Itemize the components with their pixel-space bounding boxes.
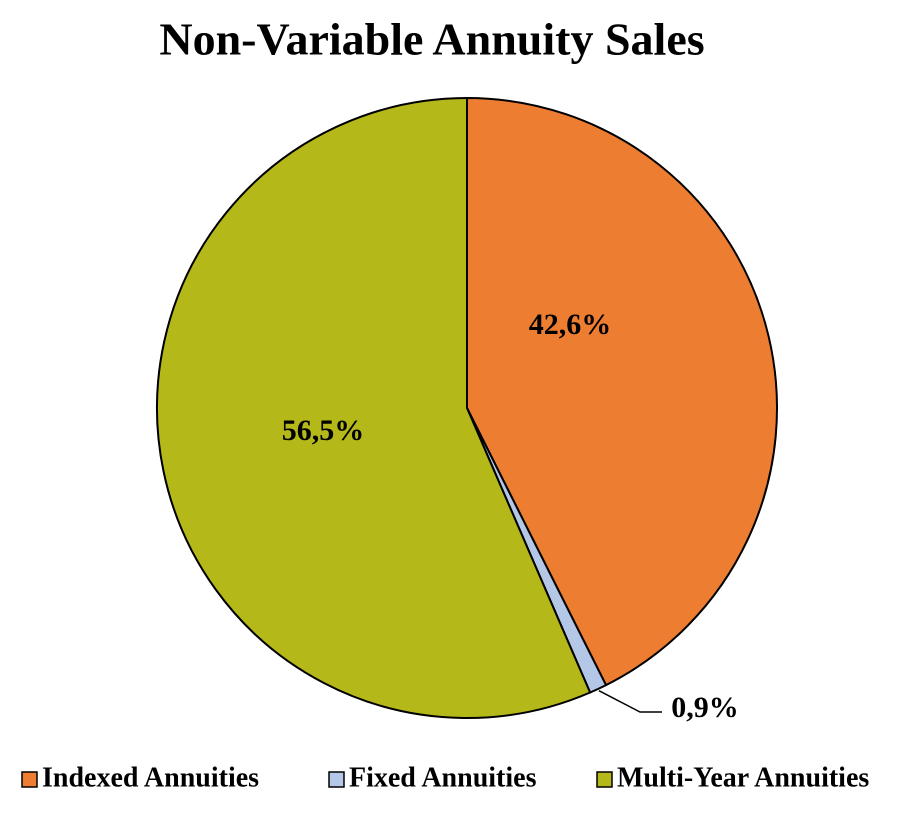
legend-swatch bbox=[328, 771, 345, 788]
data-label: 56,5% bbox=[282, 414, 365, 447]
legend-label: Fixed Annuities bbox=[349, 762, 537, 793]
chart-title: Non-Variable Annuity Sales bbox=[159, 14, 704, 65]
pie-slice bbox=[156, 96, 592, 719]
pie-slice bbox=[466, 96, 778, 687]
data-label: 42,6% bbox=[529, 308, 612, 341]
legend-swatch bbox=[21, 771, 38, 788]
data-label: 0,9% bbox=[671, 691, 739, 724]
legend-swatch bbox=[596, 771, 613, 788]
legend-label: Multi-Year Annuities bbox=[617, 762, 869, 793]
leader-line bbox=[598, 690, 662, 713]
legend-label: Indexed Annuities bbox=[42, 762, 259, 793]
